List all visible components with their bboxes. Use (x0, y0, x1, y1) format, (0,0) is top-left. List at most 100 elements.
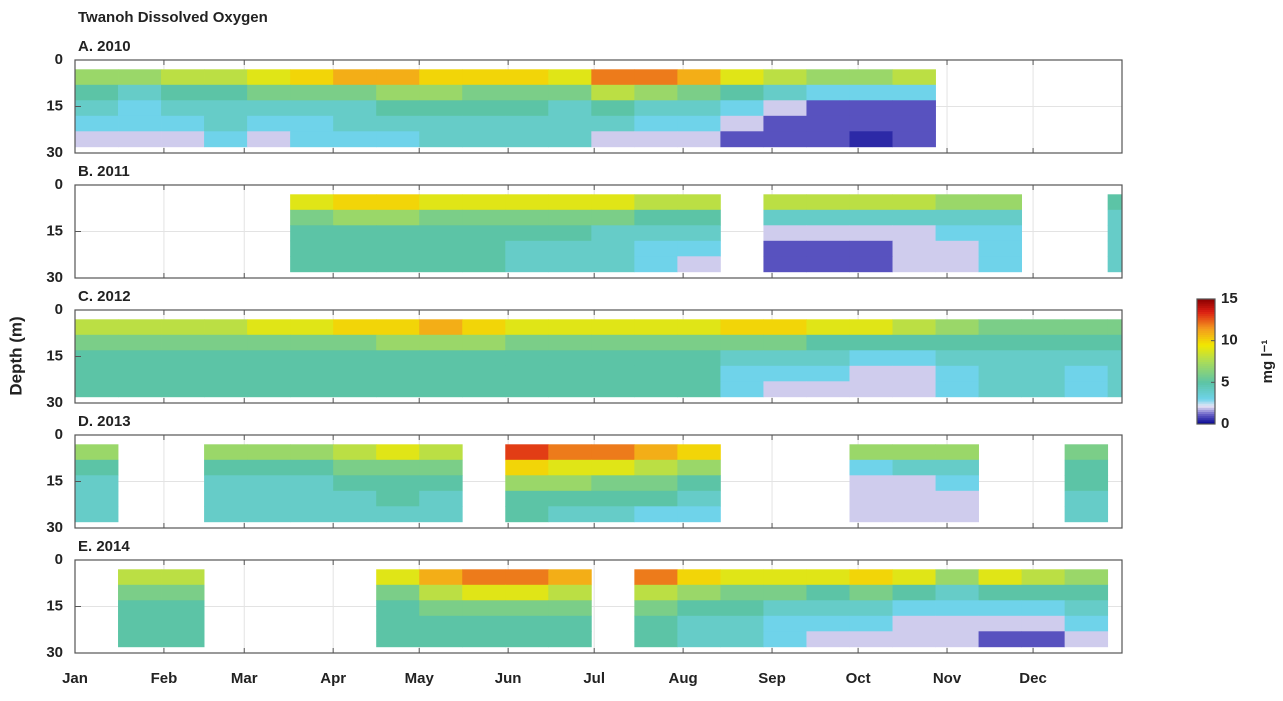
heat-cell (462, 350, 506, 367)
heat-cell (634, 569, 678, 586)
heat-cell (935, 256, 979, 273)
heat-cell (763, 319, 807, 336)
heat-cell (548, 225, 592, 242)
heat-cell (247, 506, 291, 523)
colorbar-step (1197, 361, 1215, 365)
heat-cell (376, 100, 420, 117)
heat-cell (548, 209, 592, 226)
heat-cell (1107, 194, 1123, 211)
heat-cell (978, 569, 1023, 586)
heat-cell (118, 319, 162, 336)
heat-cell (462, 131, 506, 148)
heat-cell (935, 506, 979, 523)
colorbar-step (1197, 390, 1215, 394)
heat-cell (892, 615, 936, 632)
heat-cell (806, 631, 850, 648)
heat-cell (376, 381, 420, 398)
heat-cell (806, 584, 850, 601)
heat-cell (591, 444, 635, 461)
heat-cell (376, 115, 420, 132)
heat-cell (376, 631, 420, 648)
heat-cell (591, 194, 635, 211)
heat-cell (505, 490, 549, 507)
heat-cell (204, 490, 248, 507)
heat-cell (290, 319, 334, 336)
colorbar-step (1197, 303, 1215, 306)
colorbar-step (1197, 396, 1215, 400)
heat-cell (419, 475, 463, 492)
heat-cell (548, 584, 592, 601)
heat-cell (677, 194, 721, 211)
heat-cell (634, 600, 678, 617)
heat-cell (161, 100, 205, 117)
heat-cell (376, 209, 420, 226)
heat-cell (333, 319, 377, 336)
heat-cell (634, 131, 678, 148)
heat-cell (376, 256, 420, 273)
heat-cell (677, 365, 721, 382)
heat-cell (591, 475, 635, 492)
colorbar-step (1197, 346, 1215, 350)
heat-cell (720, 615, 764, 632)
heat-cell (935, 444, 979, 461)
heat-cell (118, 569, 162, 586)
heat-cell (75, 365, 119, 382)
heat-cell (548, 459, 592, 476)
heat-cell (505, 131, 549, 148)
heat-cell (75, 334, 119, 351)
heat-cell (161, 334, 205, 351)
heat-cell (290, 240, 334, 257)
heat-cell (290, 506, 334, 523)
heat-cell (720, 115, 764, 132)
x-tick-label: Jun (495, 670, 522, 687)
heat-cell (505, 240, 549, 257)
heat-cell (118, 131, 162, 148)
heat-cell (1064, 350, 1109, 367)
heat-cell (849, 615, 893, 632)
colorbar-step (1197, 384, 1215, 387)
heat-cell (247, 69, 291, 86)
heat-cell (204, 350, 248, 367)
heat-cell (376, 131, 420, 148)
colorbar-step (1197, 369, 1215, 373)
heat-cell (290, 209, 334, 226)
heat-cell (806, 209, 850, 226)
heat-cell (1064, 334, 1109, 351)
heat-cell (892, 240, 936, 257)
heat-cell (849, 600, 893, 617)
heat-cell (462, 115, 506, 132)
heat-cell (376, 350, 420, 367)
heat-cell (677, 240, 721, 257)
heat-cell (763, 84, 807, 101)
heat-cell (892, 225, 936, 242)
y-tick-label: 0 (55, 176, 63, 193)
colorbar-frame (1196, 298, 1216, 425)
colorbar-step (1197, 317, 1215, 321)
y-tick-label: 30 (46, 644, 63, 661)
colorbar-step (1197, 309, 1215, 312)
heat-cell (935, 194, 979, 211)
panel-title: E. 2014 (78, 538, 130, 555)
heat-cell (978, 350, 1023, 367)
heat-cell (419, 569, 463, 586)
colorbar-step (1197, 388, 1215, 392)
heat-cell (892, 381, 936, 398)
heat-cell (720, 84, 764, 101)
heat-cell (849, 444, 893, 461)
heat-cell (634, 115, 678, 132)
heat-cell (290, 459, 334, 476)
heat-cell (763, 194, 807, 211)
heat-cell (849, 459, 893, 476)
heat-cell (935, 225, 979, 242)
heat-cell (806, 600, 850, 617)
heat-cell (634, 69, 678, 86)
heat-cell (376, 240, 420, 257)
heat-cell (677, 600, 721, 617)
heat-cell (75, 319, 119, 336)
heat-cell (290, 365, 334, 382)
heat-cell (1021, 569, 1066, 586)
heat-cell (892, 256, 936, 273)
heat-cell (1064, 615, 1109, 632)
heat-cell (118, 84, 162, 101)
heat-cell (548, 319, 592, 336)
